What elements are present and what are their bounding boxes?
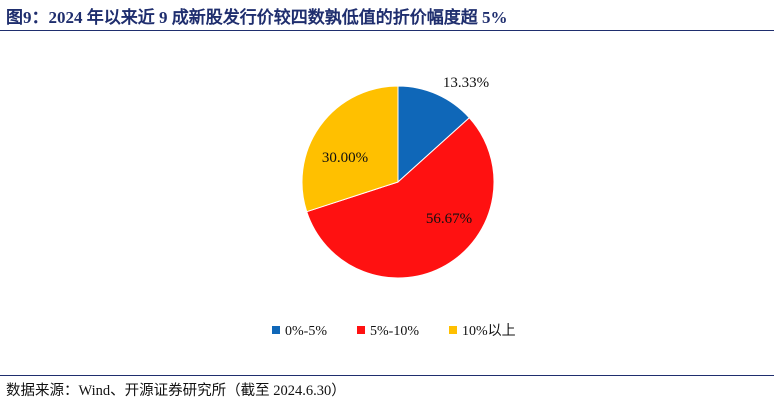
source-divider	[0, 375, 774, 376]
title-divider	[0, 30, 774, 31]
chart-legend: 0%-5% 5%-10% 10%以上	[272, 323, 516, 339]
chart-title: 图9：2024 年以来近 9 成新股发行价较四数孰低值的折价幅度超 5%	[6, 8, 508, 27]
legend-swatch-2	[357, 326, 365, 334]
pie-value-label-2: 56.67%	[426, 211, 472, 227]
pie-value-labels: 13.33% 56.67% 30.00%	[322, 75, 489, 227]
legend-swatch-1	[272, 326, 280, 334]
pie-slice-1	[397, 85, 471, 184]
pie-slices	[301, 85, 495, 279]
pie-slice-2	[306, 117, 495, 279]
pie-value-label-3: 30.00%	[322, 150, 368, 166]
legend-label-3: 10%以上	[462, 323, 516, 339]
legend-label-1: 0%-5%	[285, 324, 327, 339]
legend-swatch-3	[449, 326, 457, 334]
source-note: 数据来源：Wind、开源证券研究所（截至 2024.6.30）	[6, 383, 346, 399]
pie-slice-3	[301, 85, 399, 213]
legend-label-2: 5%-10%	[370, 324, 419, 339]
pie-value-label-1: 13.33%	[443, 75, 489, 91]
